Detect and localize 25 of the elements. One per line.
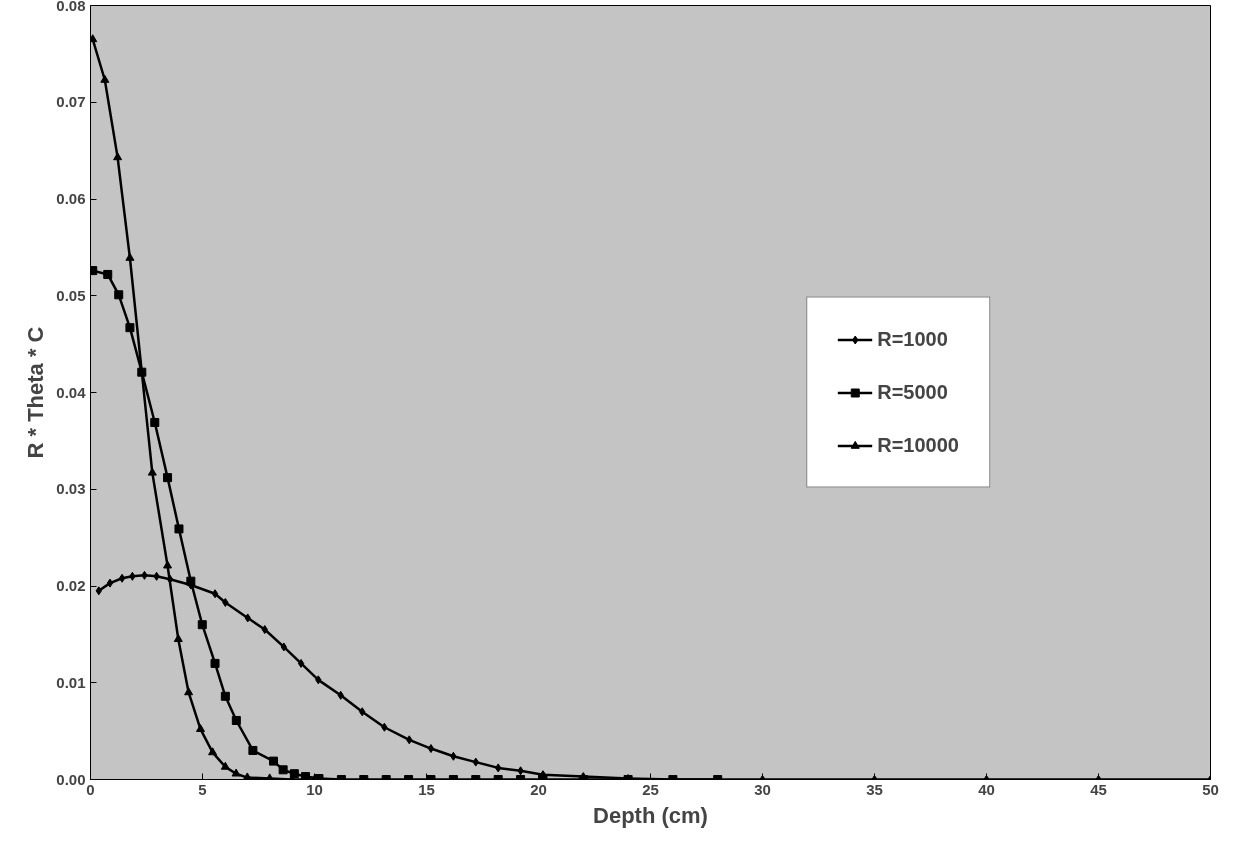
x-tick-label: 25: [642, 780, 659, 798]
x-tick-label: 40: [978, 780, 995, 798]
legend-label: R=5000: [877, 380, 948, 404]
y-tick-label: 0.08: [56, 0, 86, 14]
x-tick-label: 0: [86, 780, 95, 798]
x-tick-label: 20: [530, 780, 547, 798]
x-tick-label: 45: [1090, 780, 1107, 798]
y-tick-label: 0.06: [56, 190, 86, 207]
x-axis-title: Depth (cm): [593, 802, 708, 828]
legend-label: R=10000: [877, 433, 959, 457]
y-tick-label: 0.05: [56, 286, 86, 304]
x-tick-label: 10: [306, 780, 323, 798]
y-tick-label: 0.02: [56, 577, 86, 594]
x-tick-label: 5: [198, 780, 207, 798]
x-tick-label: 30: [754, 780, 771, 798]
x-tick-label: 35: [866, 780, 883, 798]
y-axis-title: R * Theta * C: [23, 326, 49, 459]
legend-label: R=1000: [877, 327, 948, 351]
y-tick-label: 0.00: [56, 770, 86, 788]
x-tick-label: 15: [418, 780, 435, 798]
y-tick-label: 0.03: [56, 480, 86, 498]
y-tick-label: 0.04: [56, 383, 87, 401]
y-tick-label: 0.01: [56, 673, 86, 691]
y-tick-label: 0.07: [56, 93, 86, 111]
x-tick-label: 50: [1202, 780, 1219, 798]
